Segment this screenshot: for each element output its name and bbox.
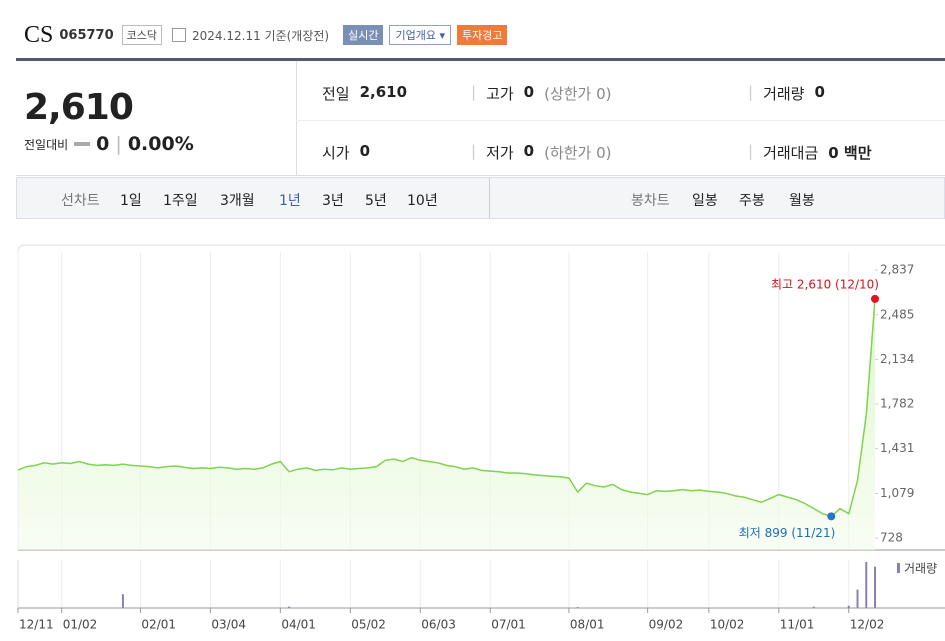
realtime-button[interactable]: 실시간 [343,25,384,45]
y-tick-label: 2,134 [880,352,914,366]
price-line [17,298,876,518]
volume-bar [874,566,876,608]
high-point [871,294,879,303]
tab-selected[interactable]: 1년 [279,193,301,209]
y-tick-label: 1,431 [880,441,914,455]
y-tick-label: 2,485 [880,307,914,321]
divider [489,178,490,218]
change-rate: 0.00% [127,133,194,155]
button-text: 기업개요 [395,29,436,42]
summary-item: 시가 0 [322,142,370,163]
company-info-button[interactable]: 기업개요 ▾ [389,25,451,45]
calendar-icon [172,28,187,42]
x-tick-label: 04/01 [281,618,316,632]
x-tick-label: 06/03 [421,618,456,632]
item-value: 2,610 [359,83,408,101]
chart-frame [17,244,945,550]
price-summary: 2,610 전일대비 0 | 0.00% 전일 2,610 | 고가 0 (상한가 0)… [16,58,945,176]
item-note: (하한가 0) [544,144,612,162]
stock-name: CS [24,21,54,48]
volume-bar [288,606,291,608]
divider: | [471,83,477,101]
tab[interactable]: 1주일 [163,193,198,209]
item-note: (상한가 0) [544,85,612,103]
tab[interactable]: 일봉 [692,193,718,209]
tab[interactable]: 3년 [322,193,344,209]
low-annotation: 최저 899 (11/21) [739,526,836,540]
item-value: 0 [359,142,371,160]
divider: | [748,142,754,160]
x-tick-label: 03/04 [211,618,246,632]
x-tick-label: 07/01 [491,618,526,632]
tab-group-label: 선차트 [61,193,100,209]
y-tick-label: 2,837 [880,263,914,277]
current-price: 2,610 [24,87,134,128]
tab[interactable]: 3개월 [220,193,255,209]
y-tick-label: 1,782 [880,397,914,411]
warning-badge[interactable]: 투자경고 [457,25,508,45]
item-value: 0 백만 [828,144,872,162]
market-badge: 코스닥 [121,25,163,45]
x-tick-label: 11/01 [780,618,815,632]
item-label: 거래대금 [763,144,819,162]
x-tick-label: 12/11 [19,618,54,632]
change: 전일대비 0 | 0.00% [24,133,194,155]
divider [296,61,297,175]
price-chart: 12/11 01/02 02/01 03/04 04/01 05/02 06/03 07/01… [17,244,945,632]
item-label: 시가 [322,144,350,162]
change-value: 0 [96,133,110,155]
flat-icon [74,142,91,146]
volume-bar [121,594,124,608]
price-area [18,298,875,550]
y-tick-label: 1,079 [880,486,914,500]
item-label: 고가 [486,85,514,103]
x-tick-label: 10/02 [710,618,745,632]
volume-bar [812,606,815,608]
header: CS 065770 코스닥 2024.12.11 기준(개장전) 실시간 기업개… [24,20,508,50]
summary-item: | 거래대금 0 백만 [748,142,872,163]
x-tick-label: 05/02 [351,618,386,632]
tab[interactable]: 10년 [407,193,438,209]
divider: | [471,142,477,160]
x-tick-label: 09/02 [649,618,684,632]
summary-item: | 거래량 0 [748,83,825,104]
period-tabs: 선차트 1일 1주일 3개월 1년 3년 5년 10년 봉차트 일봉 주봉 월봉 [16,177,945,219]
legend-label: 거래량 [904,562,937,576]
tab[interactable]: 5년 [365,193,387,209]
volume-bar [576,607,579,608]
volume-bar [865,562,868,608]
volume-bar [856,589,859,608]
stock-code: 065770 [59,27,114,43]
x-tick-label: 02/01 [141,618,176,632]
x-tick-label: 01/02 [63,618,98,632]
item-label: 거래량 [763,85,805,103]
high-annotation: 최고 2,610 (12/10) [771,277,879,291]
low-point [827,512,836,521]
item-value: 0 [523,83,535,101]
item-label: 전일 [322,85,350,103]
x-tick-label: 08/01 [570,618,605,632]
legend-swatch [897,563,900,573]
tab[interactable]: 월봉 [789,193,815,209]
tab[interactable]: 1일 [120,193,142,209]
x-tick-label: 12/02 [850,618,885,632]
change-label: 전일대비 [24,137,69,152]
tab-group-label: 봉차트 [631,193,670,209]
item-value: 0 [814,83,825,101]
item-label: 저가 [486,144,514,162]
volume-bar [847,605,850,608]
y-tick-label: 728 [880,531,903,545]
base-date: 2024.12.11 기준(개장전) [192,28,330,43]
divider: | [748,83,754,101]
divider: | [115,133,122,155]
divider [296,120,945,121]
summary-item: | 고가 0 (상한가 0) [471,83,612,104]
summary-item: | 저가 0 (하한가 0) [471,142,612,163]
item-value: 0 [523,142,535,160]
summary-item: 전일 2,610 [322,83,407,104]
tab[interactable]: 주봉 [739,193,765,209]
